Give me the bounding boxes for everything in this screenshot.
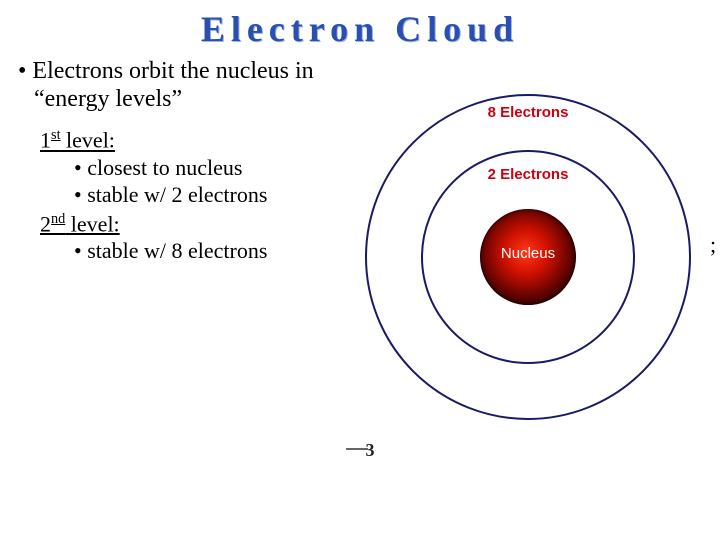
outer-ring-label: 8 Electrons <box>342 104 714 121</box>
nucleus-label: Nucleus <box>480 245 576 262</box>
level2-sup: nd <box>51 211 65 227</box>
stray-char: ; <box>710 232 716 258</box>
level1-list: closest to nucleus stable w/ 2 electrons <box>74 154 372 209</box>
page-number: 3 <box>0 440 720 461</box>
level2-heading: 2nd level: <box>40 211 372 237</box>
text-content: Electrons orbit the nucleus in “energy l… <box>12 58 372 264</box>
atom-diagram: Nucleus 8 Electrons 2 Electrons <box>342 62 714 452</box>
level2-list: stable w/ 8 electrons <box>74 237 372 265</box>
level2-rest: level: <box>65 211 119 236</box>
level1-sup: st <box>51 127 61 143</box>
level1-heading: 1st level: <box>40 127 372 153</box>
inner-ring-label: 2 Electrons <box>342 166 714 183</box>
level1-ord: 1 <box>40 128 51 153</box>
level2-ord: 2 <box>40 211 51 236</box>
main-bullet: Electrons orbit the nucleus in “energy l… <box>12 58 372 113</box>
list-item: stable w/ 2 electrons <box>74 181 372 209</box>
pagenum-line-icon <box>346 448 368 450</box>
page-number-text: 3 <box>366 440 375 460</box>
list-item: closest to nucleus <box>74 154 372 182</box>
page-title: Electron Cloud <box>0 0 720 50</box>
list-item: stable w/ 8 electrons <box>74 237 372 265</box>
level1-rest: level: <box>61 128 115 153</box>
